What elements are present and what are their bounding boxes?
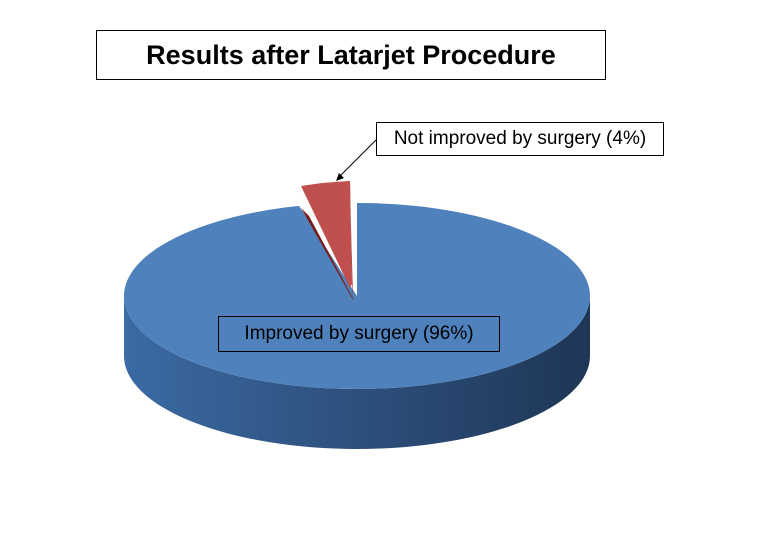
chart-title: Results after Latarjet Procedure xyxy=(96,30,606,80)
pie-slice-improved xyxy=(124,203,591,449)
slice-label-not-improved: Not improved by surgery (4%) xyxy=(376,122,664,156)
slice-label-improved: Improved by surgery (96%) xyxy=(218,316,500,352)
callout-arrowhead xyxy=(336,173,344,181)
callout-leader-line xyxy=(339,139,377,177)
pie-slice-not-improved xyxy=(301,181,354,300)
